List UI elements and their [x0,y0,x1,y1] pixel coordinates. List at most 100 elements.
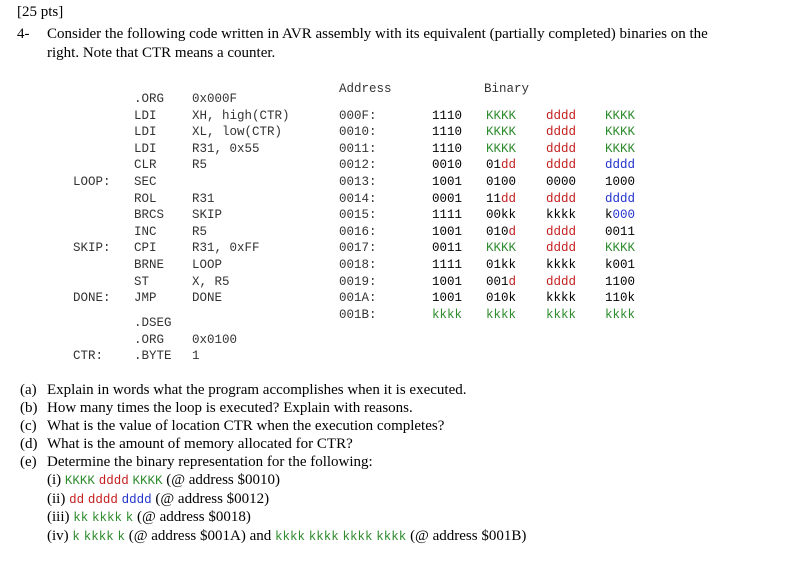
code-operand: DONE [192,291,223,306]
code-label: SKIP: [73,241,111,256]
subquestion-tail: (@ address $0012) [155,490,270,507]
code-operand: 0x000F [192,92,238,106]
binary-bits: 000 [612,208,636,223]
question-text: Determine the binary representation for … [47,454,373,470]
binary-bits: 0010 [432,158,463,173]
binary-field: k [72,529,80,544]
code-label: DONE: [73,291,111,306]
code-address: 0010: [339,125,377,140]
binary-nibble: 1000 [605,175,635,189]
binary-bits: dddd [605,158,636,173]
code-operand: R31 [192,191,215,206]
code-operand: R5 [192,158,208,173]
binary-bits: 1100 [605,274,636,289]
code-mnemonic: .ORG [134,92,165,106]
code-operand: XL, low(CTR) [192,125,283,140]
binary-field: dddd [121,492,152,507]
binary-nibble: 010k [486,291,516,305]
binary-bits: k001 [605,258,636,272]
binary-bits: kkkk [546,307,577,322]
code-operand: R31, 0x55 [192,141,260,156]
binary-field: kkkk [92,511,123,525]
binary-field: kkkk [83,529,114,544]
subquestion-line: (i) KKKK dddd KKKK (@ address $0010) [47,472,280,489]
binary-nibble: 0000 [546,175,576,189]
binary-nibble: kkkk [486,308,516,322]
binary-field: kkkk [308,529,339,544]
code-address: 0015: [339,208,377,223]
binary-bits: 0001 [432,191,463,206]
binary-nibble: 1001 [432,275,462,289]
binary-bits: 1000 [605,175,636,189]
binary-field: kkkk [275,529,306,544]
binary-nibble: kkkk [546,258,576,272]
binary-bits: dddd [546,141,577,156]
binary-bits: dddd [546,108,577,123]
binary-bits: dddd [546,274,577,289]
binary-bits: KKKK [486,241,517,256]
code-address: 0017: [339,241,377,256]
code-address: 001A: [339,291,377,306]
subquestion-tail: (@ address $001B) [410,527,527,544]
binary-bits: KKKK [486,125,517,140]
code-operand: X, R5 [192,274,230,289]
binary-field: dddd [87,492,118,507]
binary-field: kkkk [376,529,407,544]
binary-nibble: dddd [546,109,576,123]
question-text: What is the value of location CTR when t… [47,418,445,434]
binary-nibble: dddd [546,192,576,206]
subquestion-id: (ii) [47,490,66,507]
binary-bits: 1001 [432,175,463,189]
dseg-label: CTR: [73,349,104,364]
binary-nibble: dddd [546,158,576,172]
binary-bits: KKKK [605,125,636,140]
binary-nibble: 1110 [432,125,462,139]
subquestion-id: (iv) [47,527,69,544]
binary-nibble: 1001 [432,291,462,305]
code-address: 001B: [339,307,377,322]
dseg-directive: .BYTE [134,349,172,364]
subquestion-line: (ii) dd dddd dddd (@ address $0012) [47,491,269,508]
code-mnemonic: LDI [134,141,157,156]
binary-bits: 110k [605,291,636,306]
binary-bits: dddd [546,241,577,256]
code-operand: SKIP [192,208,223,223]
question-text: What is the amount of memory allocated f… [47,436,353,452]
code-mnemonic: JMP [134,291,157,306]
binary-bits: 001 [486,274,509,289]
binary-nibble: 110k [605,291,635,305]
binary-field: KKKK [64,474,95,488]
binary-nibble: kkkk [546,208,576,222]
binary-nibble: dddd [546,241,576,255]
binary-bits: dd [501,158,517,173]
binary-bits: 1001 [432,224,463,239]
binary-bits: 11 [486,191,502,206]
binary-nibble: 0100 [486,175,516,189]
binary-nibble: dddd [605,158,635,172]
dseg-operand: 0x0100 [192,332,238,347]
binary-field: dd [69,492,85,507]
binary-nibble: k000 [605,208,635,222]
dseg-operand: 1 [192,349,200,364]
binary-nibble: dddd [546,275,576,289]
binary-bits: kkkk [546,291,577,306]
subquestion-tail: (@ address $0010) [166,472,281,488]
binary-bits: kkkk [432,307,463,322]
binary-bits: 010 [486,224,509,239]
binary-nibble: k001 [605,258,635,272]
binary-nibble: 01dd [486,158,516,172]
code-mnemonic: ST [134,274,150,289]
binary-nibble: kkkk [546,308,576,322]
subquestion-tail: (@ address $001A) and [128,527,272,544]
binary-bits: dddd [546,191,577,206]
binary-field: dddd [98,474,129,488]
binary-bits: d [508,224,517,239]
binary-bits: KKKK [605,141,636,156]
question-id: (b) [20,400,38,416]
binary-nibble: dddd [546,225,576,239]
binary-bits: kkkk [486,307,517,322]
binary-nibble: 1001 [432,225,462,239]
binary-bits: 0011 [605,224,636,239]
binary-bits: kkkk [546,208,577,223]
code-address: 0013: [339,175,377,189]
